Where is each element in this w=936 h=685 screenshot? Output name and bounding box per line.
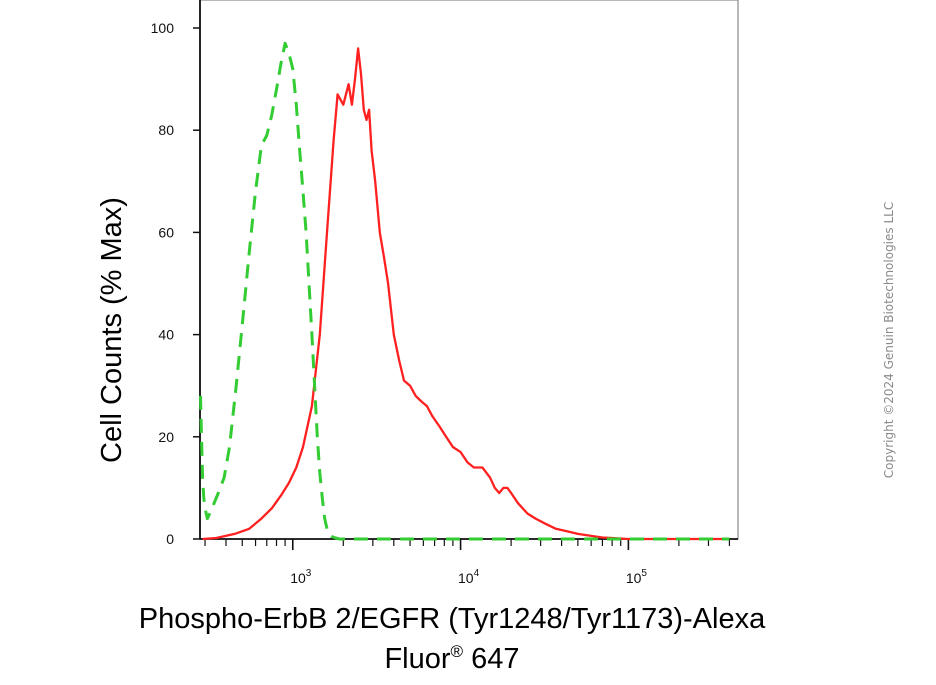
y-tick-label: 20: [158, 429, 174, 445]
x-axis-title-registered: ®: [451, 642, 464, 661]
x-axis-title-fluor: Fluor: [384, 643, 450, 675]
x-axis-title-line1: Phospho-ErbB 2/EGFR (Tyr1248/Tyr1173)-Al…: [139, 603, 766, 635]
x-tick-label: 105: [626, 568, 648, 586]
x-tick-label-base: 10: [626, 570, 642, 586]
copyright-watermark: Copyright ©2024 Genuin Biotechnologies L…: [882, 202, 896, 478]
x-tick-label: 104: [458, 568, 480, 586]
y-tick-label: 80: [158, 122, 174, 138]
x-tick-label-base: 10: [458, 570, 474, 586]
x-tick-label-exponent: 3: [306, 568, 312, 579]
y-tick-label: 40: [158, 327, 174, 343]
plot-frame: [199, 0, 739, 540]
x-ticks: 103 104 105: [204, 539, 731, 586]
x-tick-label-exponent: 4: [474, 568, 480, 579]
stained-histogram-line: [202, 47, 730, 541]
y-tick-label: 60: [158, 224, 174, 240]
y-ticks: 0 20 40 60 80 100: [151, 20, 200, 547]
y-tick-label: 100: [151, 20, 175, 36]
series-layer: [199, 41, 730, 541]
y-tick-label: 0: [166, 531, 174, 547]
x-tick-label-exponent: 5: [641, 568, 647, 579]
x-tick-label-base: 10: [290, 570, 306, 586]
y-axis-title: Cell Counts (% Max): [96, 197, 128, 463]
x-tick-label: 103: [290, 568, 312, 586]
control-histogram-line: [199, 41, 730, 541]
x-axis-title-647: 647: [463, 643, 519, 675]
x-axis-title-line2: Fluor® 647: [384, 642, 519, 675]
